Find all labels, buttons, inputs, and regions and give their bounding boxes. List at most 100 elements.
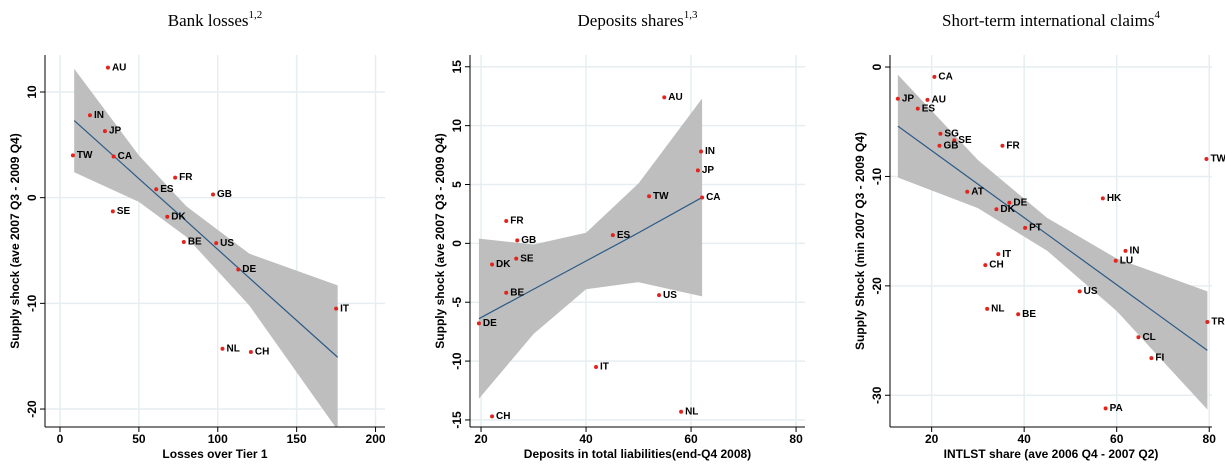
point xyxy=(1007,200,1012,205)
point xyxy=(915,106,920,111)
y-tick-label: -15 xyxy=(450,411,464,429)
point-label: NL xyxy=(685,406,698,417)
point xyxy=(173,175,178,180)
point xyxy=(214,241,219,246)
x-axis-label: Losses over Tier 1 xyxy=(162,447,267,461)
point xyxy=(937,143,942,148)
x-tick-label: 80 xyxy=(789,432,803,446)
point xyxy=(1016,312,1021,317)
point xyxy=(983,263,988,268)
fit-line xyxy=(897,125,1208,351)
point xyxy=(925,97,930,102)
confidence-band xyxy=(478,98,703,399)
point xyxy=(110,209,115,214)
point xyxy=(610,233,615,238)
y-tick-label: -10 xyxy=(450,352,464,370)
point-label: TR xyxy=(1211,317,1225,328)
point-label: US xyxy=(1084,286,1098,297)
point xyxy=(1113,258,1118,263)
fit-line xyxy=(478,196,703,320)
y-tick-label: -10 xyxy=(870,167,884,185)
point-label: ES xyxy=(922,103,936,114)
point xyxy=(594,364,599,369)
x-tick-label: 60 xyxy=(1110,432,1124,446)
point-label: US xyxy=(220,238,234,249)
point-label: DE xyxy=(242,264,256,275)
point-label: IT xyxy=(600,362,609,373)
confidence-band xyxy=(897,74,1208,410)
point-label: DK xyxy=(496,259,511,270)
point-label: CL xyxy=(1142,332,1155,343)
point xyxy=(985,306,990,311)
point xyxy=(504,290,509,295)
point xyxy=(111,154,116,159)
chart-title: Deposits shares1,3 xyxy=(578,9,698,30)
point-label: DE xyxy=(483,318,497,329)
point xyxy=(1000,143,1005,148)
point-label: DK xyxy=(171,211,186,222)
point-label: BE xyxy=(510,287,524,298)
point xyxy=(699,149,704,154)
x-tick-label: 50 xyxy=(132,432,146,446)
point xyxy=(1023,225,1028,230)
point-label: NL xyxy=(226,343,239,354)
y-tick-label: 0 xyxy=(450,240,464,247)
point xyxy=(1123,248,1128,253)
point-label: FR xyxy=(179,172,193,183)
y-axis-label: Supply Shock (min 2007 Q3 - 2009 Q4) xyxy=(853,132,867,350)
point-label: DK xyxy=(1000,204,1015,215)
chart-title: Bank losses1,2 xyxy=(168,9,263,30)
point-label: PA xyxy=(1110,403,1123,414)
point xyxy=(695,168,700,173)
x-tick-label: 40 xyxy=(579,432,593,446)
y-tick-label: -5 xyxy=(450,297,464,308)
point xyxy=(87,113,92,118)
point-label: ES xyxy=(160,184,174,195)
point xyxy=(700,195,705,200)
point-label: CH xyxy=(255,347,269,358)
point-label: IN xyxy=(1129,245,1139,256)
fit-line xyxy=(73,120,339,358)
title-superscript: 1,2 xyxy=(249,9,263,21)
point xyxy=(102,129,107,134)
x-tick-label: 0 xyxy=(57,432,64,446)
point xyxy=(476,321,481,326)
point-label: CA xyxy=(118,151,132,162)
point xyxy=(105,65,110,70)
y-tick-label: 15 xyxy=(450,60,464,74)
x-axis-label: Deposits in total liabilities(end-Q4 200… xyxy=(524,447,751,461)
y-tick-label: -20 xyxy=(870,277,884,295)
point-label: SG xyxy=(944,128,959,139)
title-text: Short-term international claims xyxy=(942,11,1154,30)
point-label: SE xyxy=(117,206,131,217)
point xyxy=(514,256,519,261)
point xyxy=(181,240,186,245)
point-label: NL xyxy=(991,303,1004,314)
point xyxy=(932,74,937,79)
y-axis-label: Supply shock (ave 2007 Q3 - 2009 Q4) xyxy=(8,133,22,348)
point-label: IN xyxy=(705,146,715,157)
point xyxy=(679,409,684,414)
point xyxy=(70,153,75,158)
point-label: PT xyxy=(1029,223,1042,234)
point xyxy=(895,96,900,101)
confidence-band xyxy=(74,68,338,427)
point xyxy=(334,306,339,311)
x-axis-label: INTLST share (ave 2006 Q4 - 2007 Q2) xyxy=(944,447,1159,461)
y-tick-label: 5 xyxy=(450,181,464,188)
point xyxy=(662,95,667,100)
point-label: JP xyxy=(109,126,122,137)
point-label: IT xyxy=(1002,249,1011,260)
panel: Bank losses1,2 0 50 100 150 200 -20 -10 0 10 AU IN J… xyxy=(8,9,386,462)
title-text: Bank losses xyxy=(168,11,249,30)
point xyxy=(938,131,943,136)
point xyxy=(1204,156,1209,161)
point-label: HK xyxy=(1107,193,1122,204)
point-label: DE xyxy=(1013,197,1027,208)
point xyxy=(994,207,999,212)
point xyxy=(952,138,957,143)
point-label: SE xyxy=(958,135,972,146)
point-label: TW xyxy=(77,150,93,161)
point xyxy=(504,218,509,223)
point-label: FR xyxy=(1006,140,1020,151)
